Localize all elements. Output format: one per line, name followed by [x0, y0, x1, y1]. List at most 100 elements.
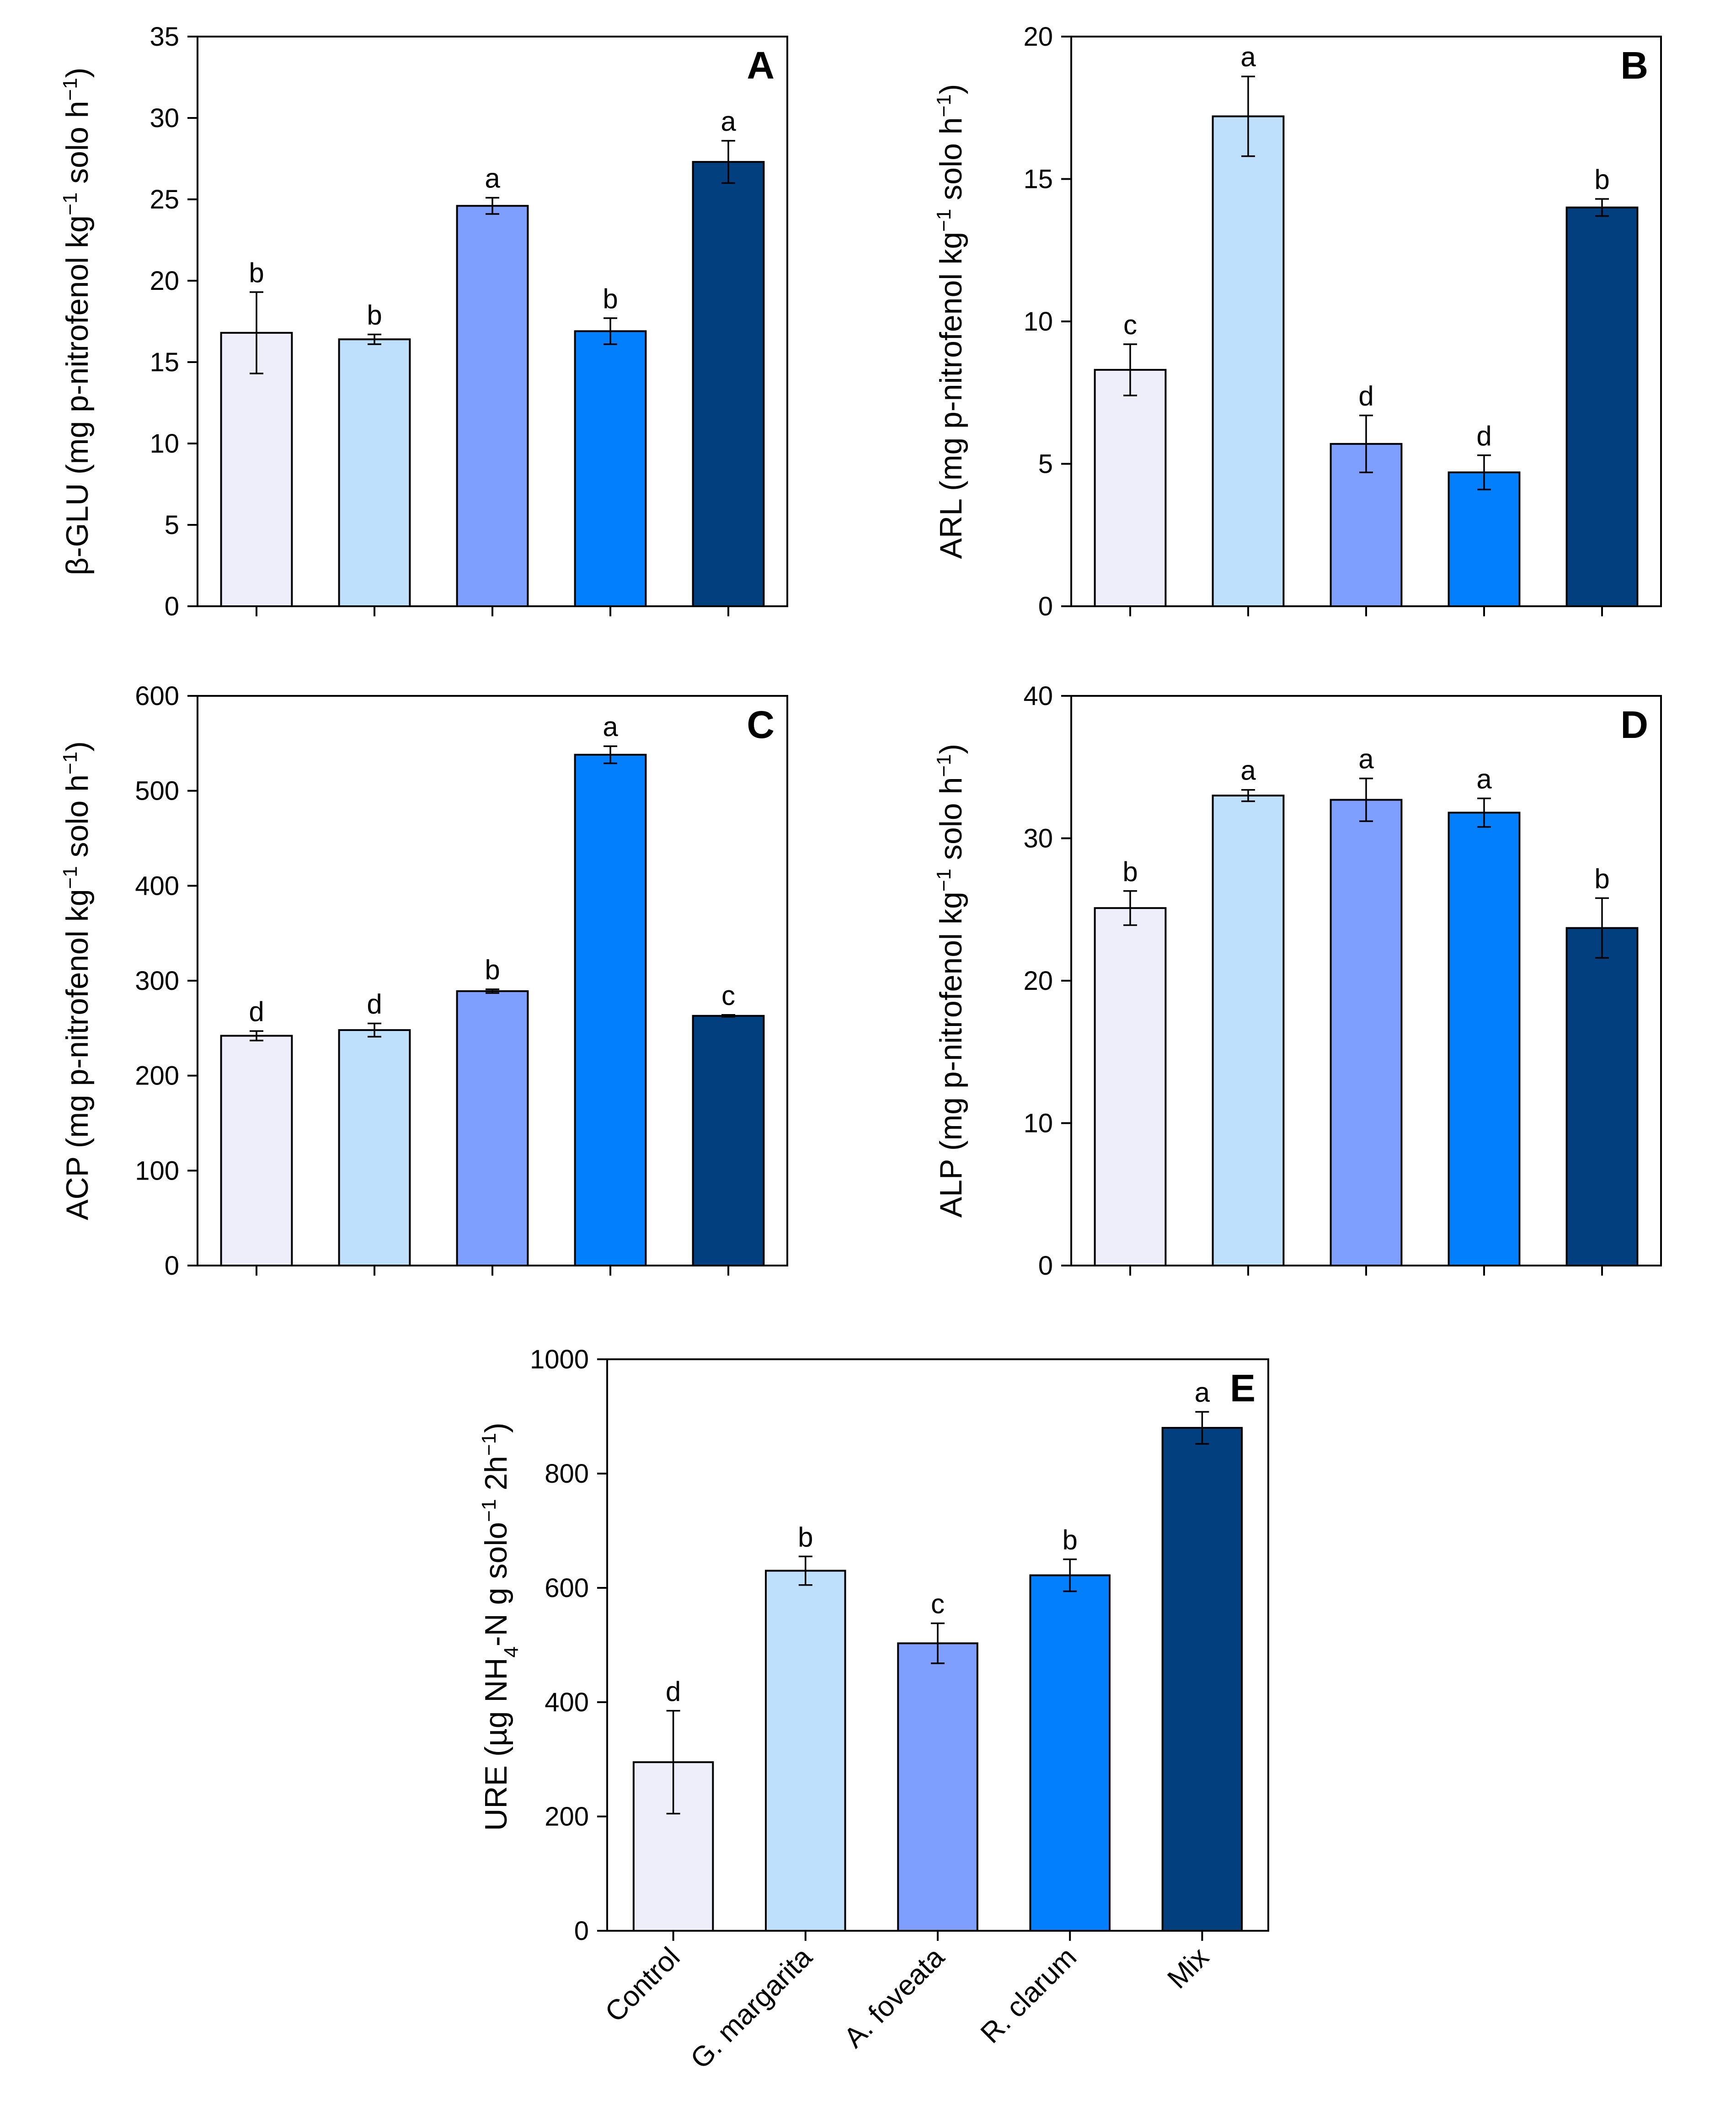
axis-title-part: −1	[59, 192, 81, 215]
axis-title-part: −1	[59, 78, 81, 101]
significance-letter: c	[1123, 310, 1137, 340]
y-tick-label: 30	[1023, 824, 1053, 854]
significance-letter: a	[485, 163, 500, 193]
axis-title-part: ACP (mg p-nitrofenol kg	[60, 889, 95, 1220]
y-tick-label: 800	[545, 1459, 589, 1489]
x-category-label: R. clarum	[975, 1941, 1083, 2049]
bar-a-foveata	[1330, 799, 1403, 1266]
y-tick-label: 0	[1038, 1251, 1053, 1281]
significance-letter: a	[1358, 744, 1374, 775]
significance-letter: c	[931, 1589, 945, 1619]
significance-letter: b	[1122, 856, 1138, 887]
bar-mix	[692, 161, 765, 607]
bar-a-foveata	[456, 990, 529, 1266]
y-tick-label: 10	[1023, 1109, 1053, 1138]
y-tick-label: 30	[150, 103, 179, 133]
significance-letter: b	[485, 955, 500, 985]
y-tick-label: 600	[135, 681, 179, 711]
y-tick-label: 200	[135, 1061, 179, 1091]
y-tick-label: 20	[1023, 22, 1053, 52]
significance-letter: a	[1240, 755, 1256, 786]
y-axis-title: URE (µg NH4-N g solo−1 2h−1)	[478, 1422, 523, 1831]
bar-a-foveata	[897, 1642, 978, 1932]
y-axis-title: β-GLU (mg p-nitrofenol kg−1 solo h−1)	[59, 68, 95, 576]
panel-letter: D	[1620, 703, 1648, 746]
significance-letter: a	[1476, 764, 1492, 794]
bar-g-margarita	[1212, 115, 1285, 608]
panel-letter: C	[747, 703, 775, 746]
bar-mix	[1161, 1427, 1243, 1932]
axis-title-part: )	[60, 741, 95, 752]
y-tick-label: 20	[1023, 966, 1053, 996]
significance-letter: d	[367, 988, 382, 1019]
x-category-label: G. margarita	[684, 1941, 818, 2075]
y-tick-label: 0	[165, 592, 179, 621]
axis-title-part: −1	[59, 752, 81, 775]
significance-letter: a	[1240, 42, 1256, 72]
axis-title-part: −1	[933, 94, 955, 117]
axis-title-part: )	[479, 1422, 513, 1433]
y-axis-title: ACP (mg p-nitrofenol kg−1 solo h−1)	[59, 741, 95, 1220]
y-tick-label: 10	[150, 429, 179, 459]
x-category-label: Mix	[1161, 1941, 1215, 1995]
significance-letter: a	[603, 711, 618, 742]
axis-title-part: )	[60, 68, 95, 78]
significance-letter: b	[367, 299, 382, 330]
axis-title-part: 4	[500, 1646, 523, 1657]
bar-r-clarum	[1448, 812, 1521, 1267]
bar-a-foveata	[456, 205, 529, 607]
y-tick-label: 300	[135, 966, 179, 996]
panel-letter: E	[1230, 1367, 1255, 1410]
significance-letter: d	[1358, 381, 1373, 411]
significance-letter: b	[1594, 164, 1609, 195]
y-tick-label: 15	[1023, 165, 1053, 194]
x-category-label: Control	[599, 1941, 686, 2028]
y-tick-label: 35	[150, 22, 179, 52]
significance-letter: b	[1063, 1525, 1078, 1555]
axis-title-part: solo h	[934, 117, 968, 208]
panel-letter: A	[747, 44, 775, 87]
bar-g-margarita	[765, 1570, 846, 1932]
chart-panel-d: 0 10 20 30 40 b a a a b D ALP (mg p-nitrofenol kg−1…	[933, 681, 1662, 1281]
y-tick-label: 5	[1038, 449, 1053, 479]
bar-r-clarum	[1448, 471, 1521, 607]
y-tick-label: 400	[135, 871, 179, 901]
y-tick-label: 0	[165, 1251, 179, 1281]
axis-title-part: −1	[59, 866, 81, 889]
significance-letter: b	[798, 1522, 813, 1552]
y-tick-label: 40	[1023, 681, 1053, 711]
significance-letter: a	[721, 106, 736, 137]
axis-title-part: ARL (mg p-nitrofenol kg	[934, 232, 968, 559]
y-tick-label: 1000	[530, 1345, 589, 1374]
significance-letter: d	[666, 1676, 681, 1707]
panel-letter: B	[1620, 44, 1648, 87]
axis-title-part: −1	[933, 869, 955, 892]
significance-letter: d	[249, 996, 264, 1027]
axis-title-part: solo h	[60, 775, 95, 866]
y-tick-label: 20	[150, 266, 179, 296]
chart-panel-c: 0 100 200 300 400 500 600 d d b a c C ACP (mg p-nitro…	[59, 681, 788, 1281]
bar-r-clarum	[1029, 1574, 1111, 1932]
bar-g-margarita	[338, 338, 411, 607]
significance-letter: b	[603, 283, 618, 314]
axis-title-part: ALP (mg p-nitrofenol kg	[934, 892, 968, 1218]
bar-control	[220, 1035, 293, 1267]
significance-letter: c	[721, 980, 735, 1011]
y-tick-label: 0	[1038, 592, 1053, 621]
x-category-label: A. foveata	[838, 1941, 951, 2054]
chart-panel-e: 0 200 400 600 800 1000 d Control b G. margarita c A…	[478, 1345, 1269, 2075]
y-tick-label: 0	[574, 1916, 589, 1946]
bar-g-margarita	[1212, 795, 1285, 1266]
axis-title-part: solo h	[60, 101, 95, 192]
significance-letter: b	[249, 257, 264, 288]
bar-mix	[1565, 206, 1639, 607]
bar-mix	[692, 1015, 765, 1266]
axis-title-part: )	[934, 744, 968, 754]
axis-title-part: 2h	[479, 1456, 513, 1499]
y-tick-label: 400	[545, 1688, 589, 1717]
axis-title-part: )	[934, 84, 968, 95]
significance-letter: b	[1594, 863, 1609, 894]
bar-r-clarum	[574, 753, 647, 1266]
bar-control	[1094, 907, 1167, 1266]
axis-title-part: -N g solo	[479, 1522, 513, 1646]
